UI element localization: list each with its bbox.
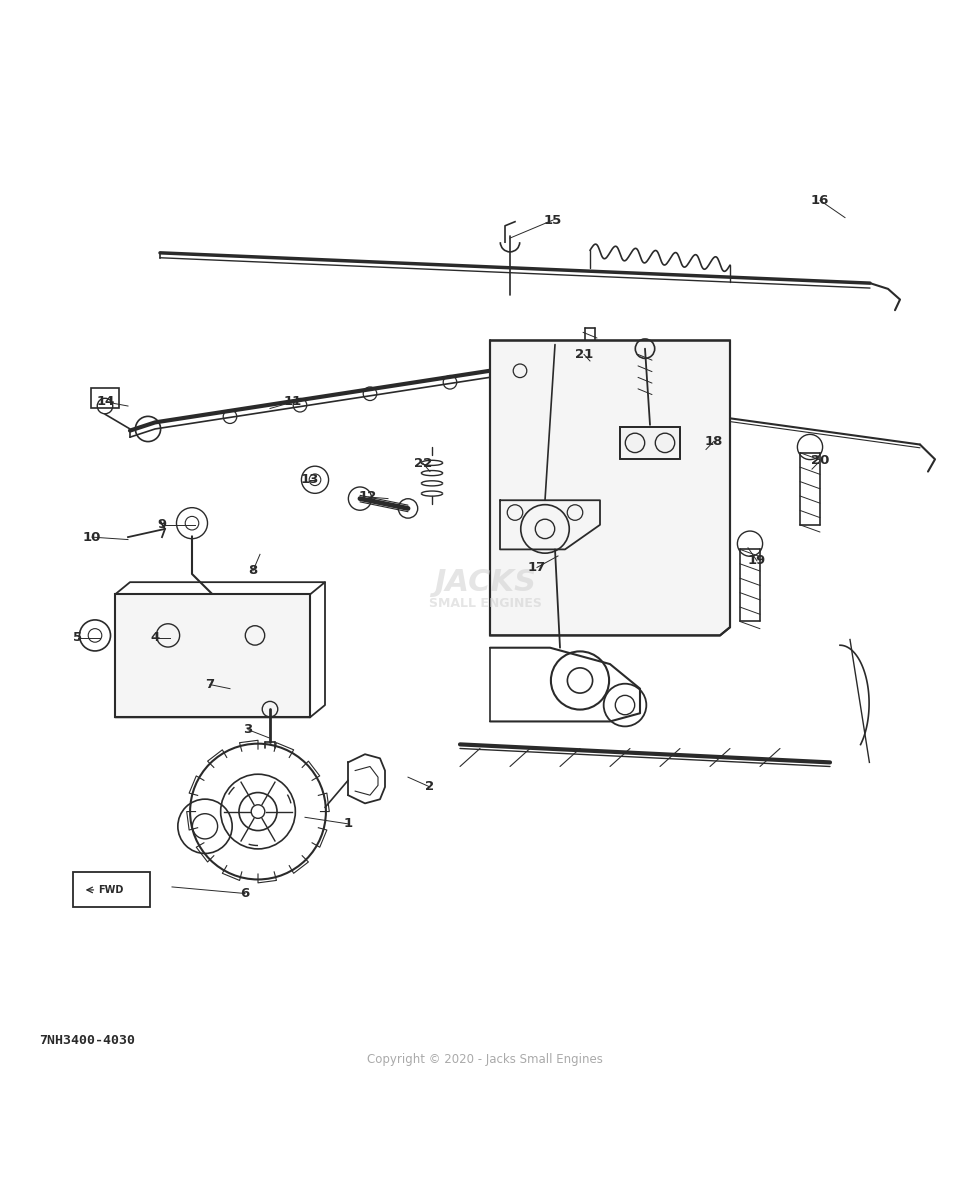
FancyBboxPatch shape [73, 873, 149, 907]
Polygon shape [489, 341, 730, 636]
Text: 5: 5 [74, 631, 82, 644]
Polygon shape [115, 594, 310, 718]
Text: 21: 21 [575, 348, 592, 361]
Text: Copyright © 2020 - Jacks Small Engines: Copyright © 2020 - Jacks Small Engines [366, 1053, 603, 1066]
Text: JACKS: JACKS [433, 568, 536, 597]
Text: 12: 12 [359, 490, 377, 503]
Text: 13: 13 [300, 474, 319, 487]
Text: 19: 19 [747, 554, 766, 567]
Text: 11: 11 [284, 395, 301, 408]
Text: 15: 15 [544, 213, 562, 226]
Text: 16: 16 [810, 194, 828, 207]
Polygon shape [619, 426, 679, 459]
Text: 7NH3400-4030: 7NH3400-4030 [39, 1034, 135, 1047]
Text: 2: 2 [425, 780, 434, 793]
Text: 22: 22 [414, 457, 431, 470]
Text: 10: 10 [82, 530, 101, 543]
Bar [91, 388, 118, 407]
Text: SMALL ENGINES: SMALL ENGINES [428, 597, 541, 610]
Text: 18: 18 [704, 435, 723, 448]
Text: 9: 9 [157, 519, 167, 532]
Text: 6: 6 [240, 887, 249, 900]
Text: 7: 7 [205, 678, 214, 691]
Text: 4: 4 [150, 631, 160, 644]
Text: 17: 17 [527, 561, 546, 574]
Text: 14: 14 [97, 395, 115, 408]
Text: 8: 8 [248, 565, 258, 577]
Text: 1: 1 [343, 817, 352, 830]
Text: 20: 20 [810, 455, 828, 468]
Text: FWD: FWD [98, 884, 123, 895]
Polygon shape [581, 390, 597, 398]
Text: 3: 3 [243, 723, 252, 736]
